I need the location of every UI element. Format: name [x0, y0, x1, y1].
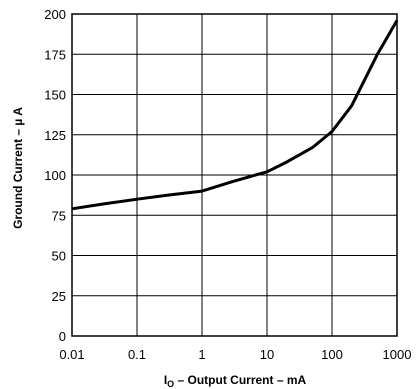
x-tick-label: 1: [198, 347, 205, 362]
x-tick-label: 100: [321, 347, 343, 362]
data-series-line: [71, 19, 399, 211]
y-tick-label: 175: [44, 47, 66, 62]
x-axis-label: IO – Output Current – mA: [164, 373, 307, 389]
y-tick-label: 150: [44, 88, 66, 103]
x-axis-label-text: – Output Current – mA: [174, 373, 306, 387]
x-tick-label: 0.1: [128, 347, 146, 362]
x-tick-label: 10: [260, 347, 274, 362]
x-axis-label-symbol: I: [164, 373, 167, 387]
y-tick-label: 75: [52, 208, 66, 223]
x-tick-label: 1000: [383, 347, 412, 362]
y-tick-label: 50: [52, 249, 66, 264]
y-axis-label: Ground Current – µ A: [11, 107, 25, 229]
y-tick-label: 0: [59, 329, 66, 344]
x-axis-label-subscript: O: [167, 379, 174, 389]
tick-labels: 0.01 0.1 1 10 100 1000 0 25 50 75 100 125 150 175 200: [44, 7, 411, 362]
x-tick-label: 0.01: [59, 347, 84, 362]
y-tick-label: 25: [52, 289, 66, 304]
y-tick-label: 200: [44, 7, 66, 22]
y-tick-label: 100: [44, 168, 66, 183]
y-tick-label: 125: [44, 128, 66, 143]
plot-frame: [71, 13, 398, 337]
grid: [71, 13, 398, 337]
